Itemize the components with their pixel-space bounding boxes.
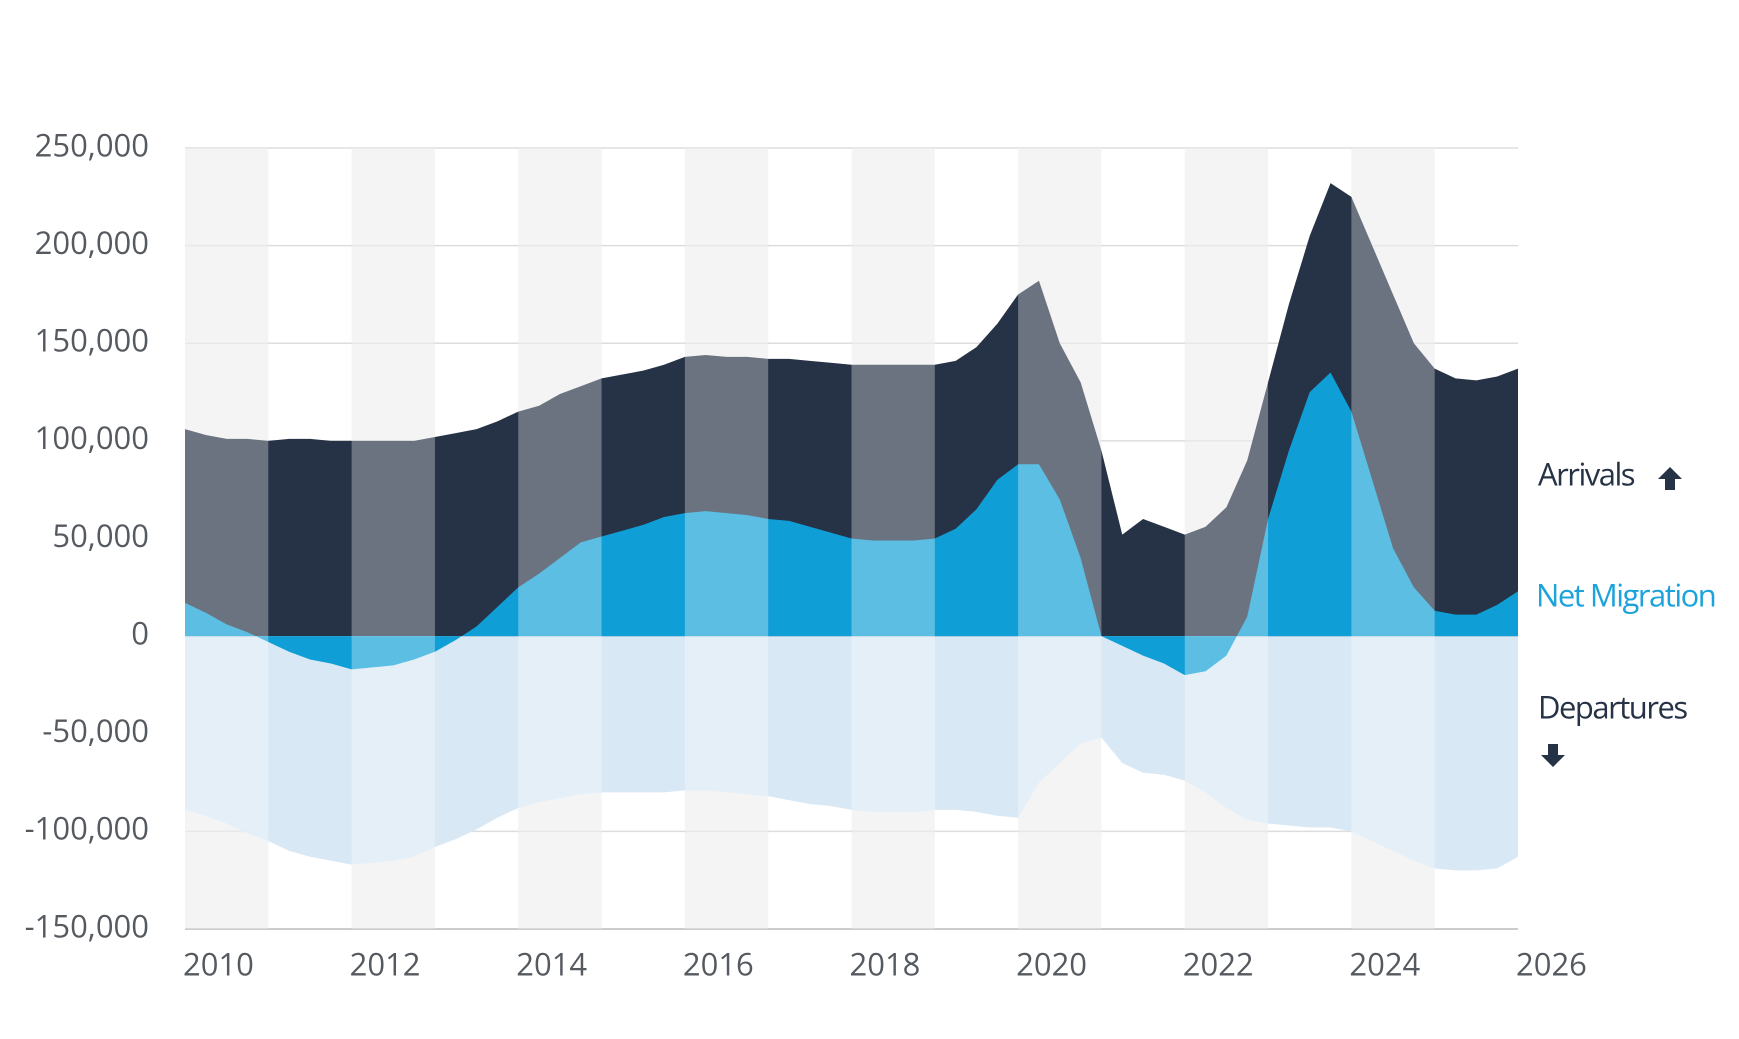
x-tick-label: 2014	[516, 943, 587, 985]
x-tick-label: 2010	[183, 943, 254, 985]
band-shade	[518, 148, 602, 929]
y-tick-label: 250,000	[35, 124, 149, 166]
x-tick-label: 2012	[350, 943, 421, 985]
arrow-up-icon	[1658, 467, 1682, 490]
y-tick-label: 150,000	[35, 320, 149, 362]
area-0	[185, 183, 1518, 637]
y-tick-label: 100,000	[35, 417, 149, 459]
y-tick-label: -100,000	[25, 808, 149, 850]
arrow-down-icon	[1541, 744, 1565, 767]
y-tick-label: -50,000	[42, 710, 149, 752]
y-tick-label: -150,000	[25, 905, 149, 947]
x-tick-label: 2016	[683, 943, 754, 985]
band-shade	[851, 148, 935, 929]
x-tick-label: 2024	[1349, 943, 1420, 985]
x-tick-label: 2018	[850, 943, 921, 985]
band-shade	[1018, 148, 1102, 929]
band-shade	[1351, 148, 1435, 929]
band-shade	[351, 148, 435, 929]
band-shades	[185, 148, 1435, 929]
y-tick-label: 0	[131, 612, 149, 654]
legend-arrivals: Arrivals	[1538, 453, 1635, 495]
legend-departures: Departures	[1538, 686, 1687, 728]
y-tick-label: 200,000	[35, 222, 149, 264]
x-tick-label: 2026	[1516, 943, 1587, 985]
x-tick-label: 2020	[1016, 943, 1087, 985]
labels: 250,000 200,000 150,000 100,000 50,000 0 -50,0…	[25, 124, 1587, 985]
area-1	[185, 372, 1518, 676]
area-2	[185, 636, 1518, 871]
band-shade	[1184, 148, 1269, 929]
y-tick-label: 50,000	[52, 515, 149, 557]
legend-net-migration: Net Migration	[1536, 574, 1715, 616]
areas	[185, 183, 1518, 871]
band-shade	[684, 148, 769, 929]
band-shade	[185, 148, 269, 929]
x-tick-label: 2022	[1183, 943, 1254, 985]
